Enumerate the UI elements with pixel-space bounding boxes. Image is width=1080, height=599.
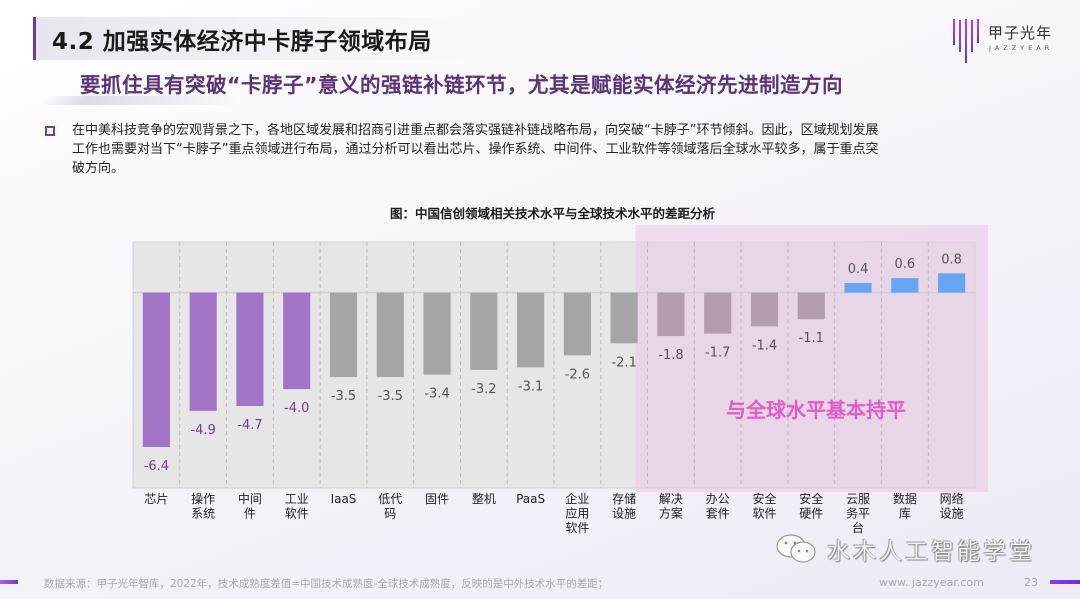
- bar: [189, 292, 217, 411]
- highlight-region: [635, 225, 988, 492]
- bar: [797, 292, 825, 320]
- data-label: 0.8: [941, 252, 962, 267]
- data-label: -3.2: [471, 382, 496, 397]
- category-label: 系统: [191, 507, 215, 521]
- data-label: -2.1: [611, 355, 636, 370]
- bar: [563, 292, 591, 356]
- chart-title: 图：中国信创领域相关技术水平与全球技术水平的差距分析: [389, 206, 715, 221]
- category-label: 云服: [846, 492, 870, 506]
- category-label: 办公: [706, 491, 730, 506]
- page-number: 23: [1024, 576, 1038, 589]
- category-label: 企业: [565, 491, 589, 506]
- logo-subtext: JAZZYEAR: [989, 44, 1054, 52]
- category-label: IaaS: [331, 492, 357, 506]
- bar: [142, 292, 170, 447]
- square-bullet-icon: [45, 126, 55, 136]
- bar: [750, 292, 779, 327]
- category-label: 软件: [565, 521, 589, 535]
- website-url[interactable]: www. jazzyear.com: [879, 576, 984, 589]
- data-label: -1.1: [799, 331, 824, 346]
- bar: [376, 292, 404, 378]
- category-label: 工业: [285, 492, 309, 506]
- title-bar: 4.2 加强实体经济中卡脖子领域布局: [33, 17, 493, 60]
- subtitle: 要抓住具有突破“卡脖子”意义的强链补链环节，尤其是赋能实体经济先进制造方向: [80, 73, 843, 97]
- category-label: 安全: [752, 491, 776, 506]
- category-label: 中间: [238, 491, 262, 506]
- wechat-watermark: 水木人工智能学堂: [775, 532, 1035, 566]
- data-source-note: 数据来源：甲子光年智库，2022年，技术成熟度差值=中国技术成熟度-全球技术成熟…: [44, 578, 609, 590]
- data-label: -3.1: [518, 379, 543, 394]
- bar: [704, 292, 732, 334]
- category-label: 套件: [706, 507, 730, 521]
- bar: [423, 292, 451, 375]
- category-label: 务平: [846, 506, 870, 521]
- category-label: 方案: [659, 506, 683, 521]
- bar: [844, 283, 872, 293]
- category-label: 设施: [612, 507, 636, 521]
- footer-accent-left: [0, 580, 18, 584]
- category-label: 应用: [565, 506, 589, 521]
- footer-accent-right: [1050, 580, 1080, 584]
- category-label: 操作: [191, 491, 215, 506]
- category-label: PaaS: [516, 492, 545, 506]
- data-label: -3.5: [378, 389, 403, 404]
- bullet-line: 在中美科技竞争的宏观背景之下，各地区域发展和招商引进重点都会落实强链补链战略布局…: [72, 123, 879, 138]
- category-label: 码: [384, 507, 396, 521]
- data-label: -3.5: [331, 389, 356, 404]
- data-label: -1.4: [752, 338, 777, 353]
- data-label: -2.6: [565, 367, 590, 382]
- category-label: 低代: [378, 492, 402, 506]
- page-title: 4.2 加强实体经济中卡脖子领域布局: [52, 28, 432, 55]
- category-label: 件: [244, 507, 256, 521]
- bar: [236, 292, 264, 406]
- data-label: -1.8: [658, 348, 683, 363]
- bullet-line: 破方向。: [72, 161, 125, 176]
- logo-name: 甲子光年: [988, 24, 1053, 42]
- bar: [329, 292, 358, 378]
- category-label: 安全: [799, 491, 823, 506]
- category-label: 存储: [612, 491, 636, 506]
- category-label: 芯片: [144, 492, 168, 506]
- category-label: 硬件: [799, 507, 823, 521]
- data-label: -1.7: [705, 346, 730, 361]
- category-label: 软件: [752, 507, 776, 521]
- data-label: -3.4: [424, 387, 449, 402]
- jazzyear-logo-icon: [953, 19, 979, 63]
- data-label: 0.6: [894, 257, 915, 272]
- logo: 甲子光年 JAZZYEAR: [950, 15, 1060, 63]
- bullet-line: 工作也需要对当下“卡脖子”重点领域进行布局，通过分析可以看出芯片、操作系统、中间…: [72, 142, 879, 157]
- wechat-icon: [776, 534, 816, 563]
- bar: [283, 292, 311, 390]
- category-label: 台: [852, 520, 864, 535]
- bar: [470, 292, 498, 370]
- bar: [657, 292, 685, 337]
- category-label: 数据: [893, 491, 917, 506]
- category-label: 网络: [940, 491, 964, 506]
- wechat-watermark-text: 水木人工智能学堂: [827, 539, 1035, 565]
- data-label: 0.4: [848, 262, 869, 277]
- category-label: 整机: [472, 491, 496, 506]
- category-label: 软件: [285, 507, 309, 521]
- data-label: -4.7: [237, 418, 262, 433]
- bar: [610, 292, 638, 344]
- category-label: 解决: [659, 492, 683, 506]
- highlight-label: 与全球水平基本持平: [726, 398, 906, 422]
- bar: [938, 273, 966, 293]
- data-label: -4.9: [190, 423, 215, 438]
- bar: [517, 292, 545, 368]
- category-label: 固件: [425, 492, 449, 506]
- category-label: 设施: [940, 507, 964, 521]
- data-label: -4.0: [284, 401, 309, 416]
- bar: [891, 278, 919, 293]
- bullet-text: 在中美科技竞争的宏观背景之下，各地区域发展和招商引进重点都会落实强链补链战略布局…: [72, 121, 1072, 178]
- data-label: -6.4: [144, 459, 169, 474]
- category-label: 库: [899, 506, 911, 521]
